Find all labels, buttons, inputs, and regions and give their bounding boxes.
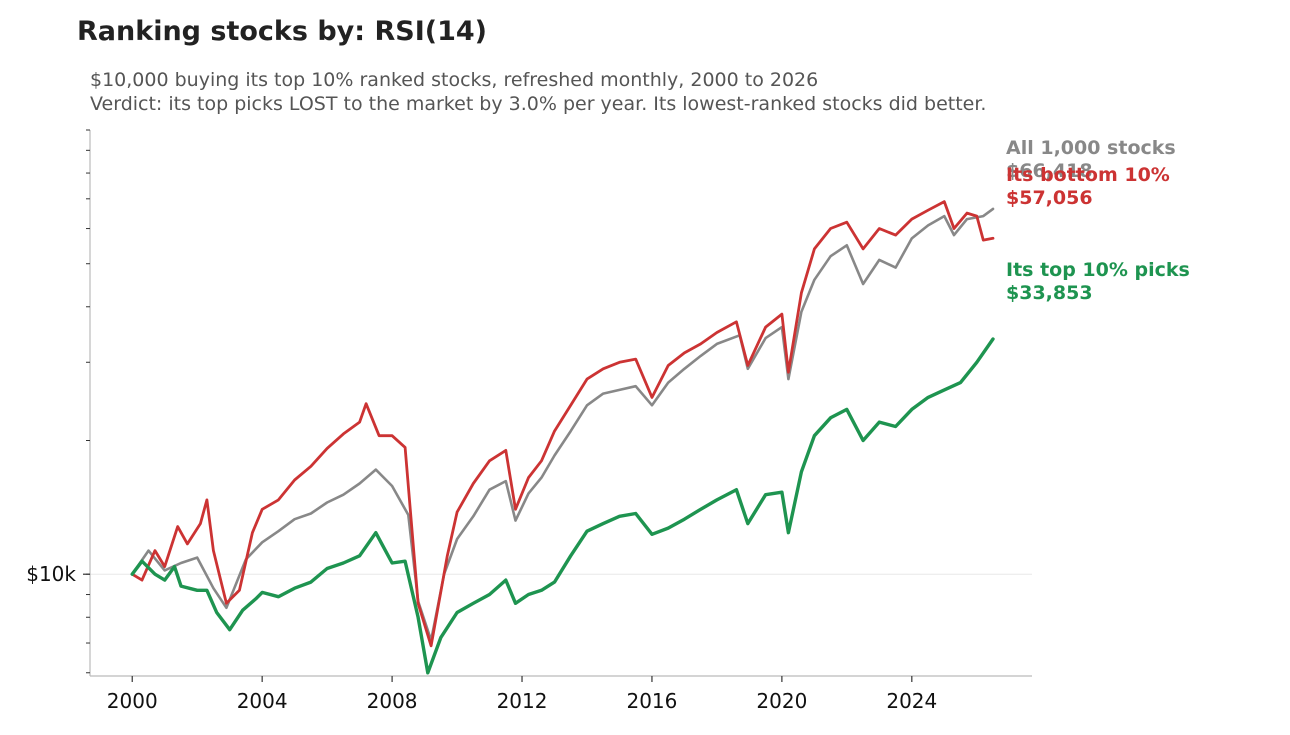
subtitle-line-2: Verdict: its top picks LOST to the marke… [90, 93, 987, 115]
series-value-its-top-10-picks: $33,853 [1006, 282, 1093, 304]
x-tick-label: 2012 [497, 689, 548, 713]
series-line-all-1-000-stocks [130, 207, 995, 642]
series-line-its-bottom-10 [130, 200, 995, 648]
series-value-its-bottom-10: $57,056 [1006, 187, 1093, 209]
x-tick-label: 2016 [626, 689, 677, 713]
axes-layer: $10k 2000 2004 2008 2012 2016 2020 2024 [26, 129, 1032, 713]
series-line-its-top-10-picks [130, 337, 995, 675]
series-layer [130, 200, 995, 675]
series-label-all-1-000-stocks: All 1,000 stocks [1006, 137, 1176, 159]
series-label-its-bottom-10: Its bottom 10% [1006, 164, 1170, 186]
series-label-its-top-10-picks: Its top 10% picks [1006, 259, 1190, 281]
y-tick-label: $10k [26, 562, 76, 586]
page-title: Ranking stocks by: RSI(14) [77, 16, 488, 47]
subtitle-line-1: $10,000 buying its top 10% ranked stocks… [90, 69, 819, 91]
x-tick-label: 2004 [237, 689, 288, 713]
x-tick-label: 2024 [886, 689, 937, 713]
x-tick-label: 2000 [107, 689, 158, 713]
x-tick-label: 2020 [756, 689, 807, 713]
series-value-all-1-000-stocks: $66,418 [1006, 160, 1093, 182]
x-tick-label: 2008 [367, 689, 418, 713]
